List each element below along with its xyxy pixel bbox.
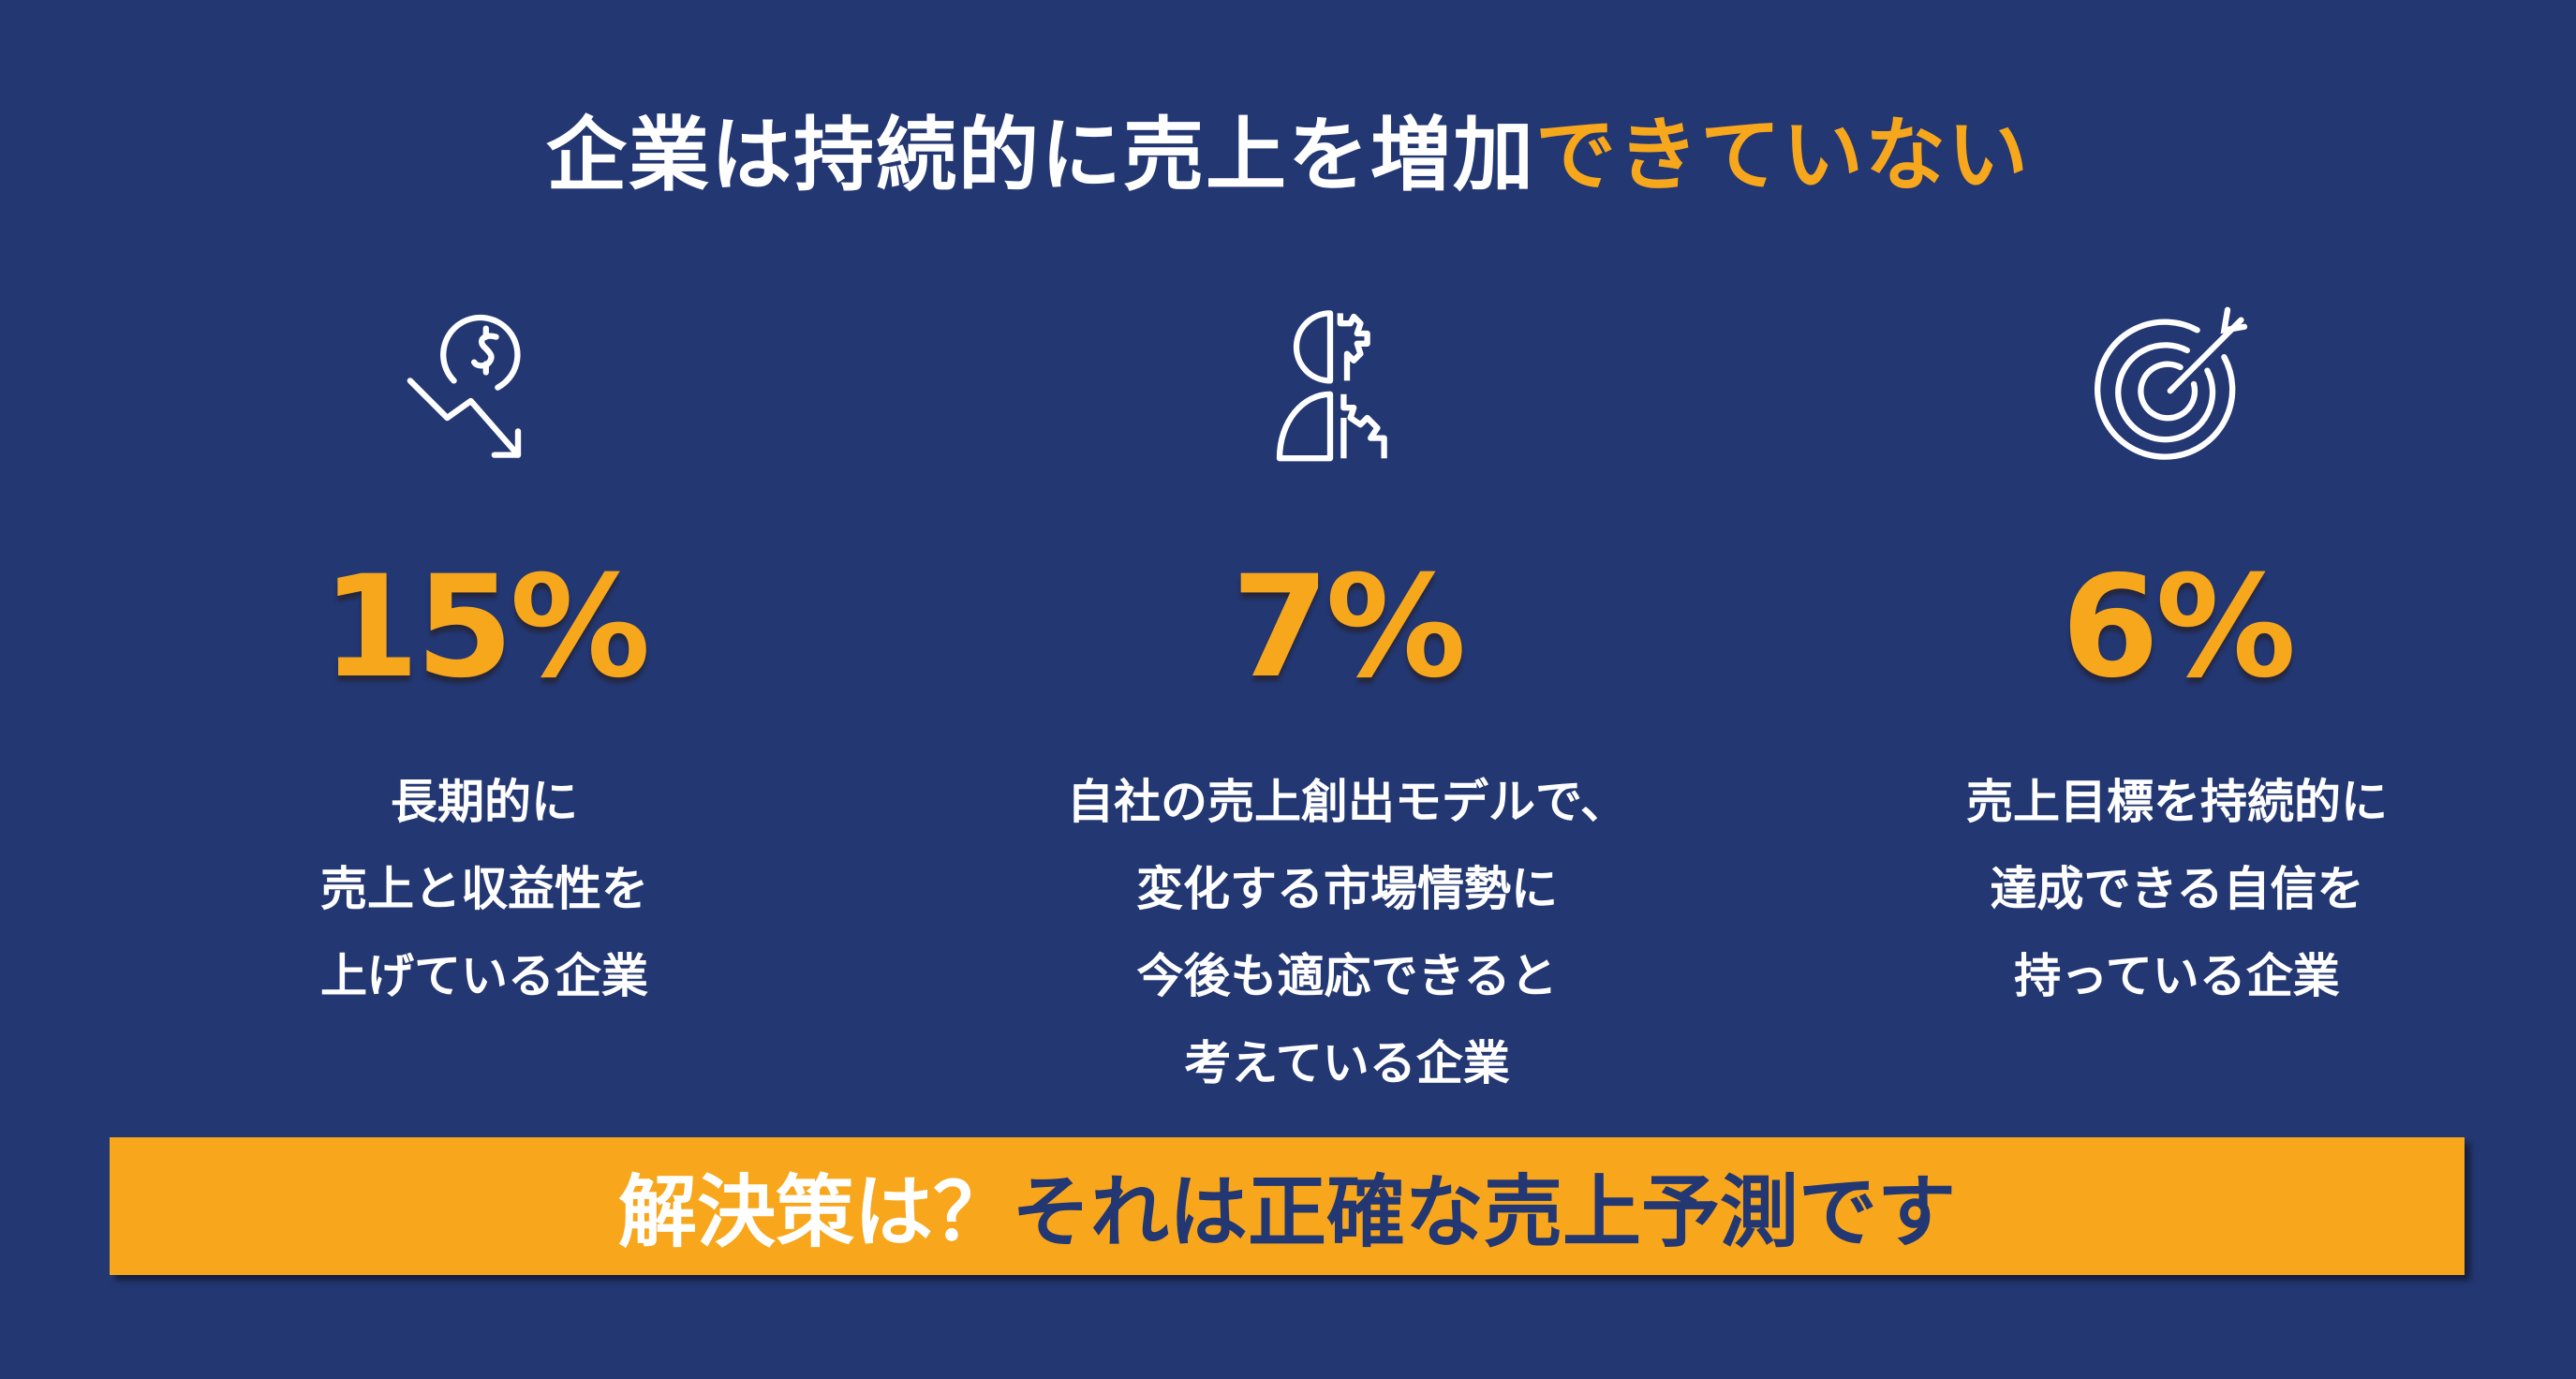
desc-line: 変化する市場情勢に [1136, 862, 1558, 916]
stat-value: 6% [2061, 546, 2297, 709]
stat-description: 長期的に 売上と収益性を 上げている企業 [110, 759, 859, 1020]
page-title: 企業は持続的に売上を増加できていない [0, 89, 2576, 206]
desc-line: 自社の売上創出モデルで、 [1067, 775, 1627, 829]
desc-line: 長期的に [391, 775, 578, 829]
stat-value: 7% [1231, 546, 1467, 709]
desc-line: 今後も適応できると [1136, 949, 1558, 1003]
desc-line: 考えている企業 [1184, 1036, 1510, 1090]
solution-banner: 解決策は？ それは正確な売上予測です [110, 1137, 2465, 1275]
stat-card-3: 6% 売上目標を持続的に 達成できる自信を 持っている企業 [1802, 300, 2552, 1020]
stat-value: 15% [321, 546, 650, 709]
dollar-down-trend-icon [407, 314, 522, 458]
desc-line: 達成できる自信を [1990, 862, 2364, 916]
title-main: 企業は持続的に売上を増加 [546, 109, 1535, 202]
stat-description: 自社の売上創出モデルで、 変化する市場情勢に 今後も適応できると 考えている企業 [972, 759, 1722, 1107]
title-highlight: できていない [1535, 109, 2030, 202]
stat-card-2: 7% 自社の売上創出モデルで、 変化する市場情勢に 今後も適応できると 考えてい… [972, 300, 1722, 1107]
target-arrow-icon [2095, 306, 2248, 460]
banner-answer: それは正確な売上予測です [1012, 1166, 1957, 1258]
stat-card-1: 15% 長期的に 売上と収益性を 上げている企業 [110, 300, 859, 1020]
desc-line: 売上と収益性を [320, 862, 648, 916]
desc-line: 上げている企業 [320, 949, 648, 1003]
banner-question: 解決策は？ [617, 1166, 1012, 1258]
desc-line: 持っている企業 [2014, 949, 2340, 1003]
desc-line: 売上目標を持続的に [1966, 775, 2388, 829]
head-gears-icon [1276, 310, 1387, 462]
stat-description: 売上目標を持続的に 達成できる自信を 持っている企業 [1802, 759, 2552, 1020]
